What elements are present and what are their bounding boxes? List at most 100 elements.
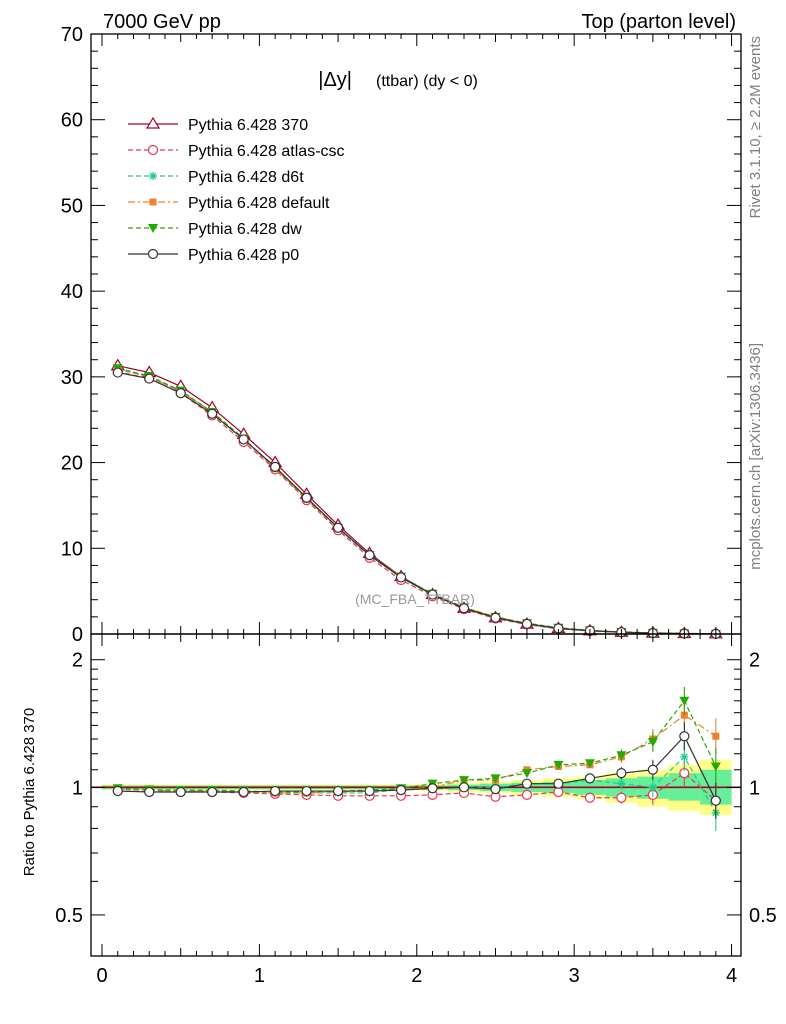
- data-point: [458, 603, 470, 614]
- legend-marker: [147, 144, 159, 156]
- data-point: [207, 408, 218, 419]
- header-left: 7000 GeV pp: [103, 11, 221, 33]
- ratio-point: [427, 783, 438, 794]
- data-point: [490, 612, 501, 623]
- ratio-point: [584, 792, 596, 803]
- ratio-point: [458, 782, 470, 793]
- y-tick-label: 30: [61, 367, 83, 389]
- data-point: [112, 367, 123, 378]
- x-tick-label: 4: [726, 965, 737, 987]
- plot-title-main: |Δy|: [318, 69, 352, 91]
- ratio-point: [521, 789, 533, 800]
- legend-marker: [149, 172, 157, 180]
- ratio-point: [207, 786, 218, 798]
- data-point: [238, 434, 249, 445]
- ratio-point: [710, 795, 721, 806]
- y-tick-label: 50: [61, 195, 83, 217]
- ratio-point: [238, 786, 249, 798]
- y-tick-label-right: 1: [749, 777, 760, 799]
- ratio-point: [616, 768, 627, 779]
- legend-marker: [149, 198, 157, 206]
- ratio-series-group: [112, 686, 721, 831]
- data-point: [364, 550, 375, 561]
- x-tick-label: 0: [96, 965, 107, 987]
- series-line-pythia-6-428-p0: [117, 371, 716, 635]
- ratio-point: [680, 752, 689, 761]
- legend-entry-pythia-6-428-p0: Pythia 6.428 p0: [128, 247, 299, 264]
- legend-entry-pythia-6-428-370: Pythia 6.428 370: [128, 116, 308, 134]
- ratio-point: [553, 786, 564, 798]
- rivet-label: Rivet 3.1.10, ≥ 2.2M events: [747, 36, 764, 219]
- ratio-point: [553, 760, 564, 770]
- ratio-point: [395, 785, 407, 796]
- data-point: [301, 492, 312, 503]
- ratio-point: [712, 732, 720, 740]
- ratio-point: [332, 785, 344, 797]
- ratio-point: [521, 769, 532, 779]
- y-tick-label: 1: [72, 777, 83, 799]
- ratio-point: [364, 785, 375, 797]
- ratio-point: [584, 773, 596, 784]
- legend-marker: [147, 248, 159, 260]
- y-tick-label: 10: [61, 538, 83, 560]
- y-tick-label-right: 0.5: [749, 905, 777, 927]
- main-axes: 0 10 20 30 40 50 60 70: [61, 24, 741, 646]
- legend-label: Pythia 6.428 p0: [188, 247, 299, 264]
- ratio-point: [617, 779, 626, 788]
- y-tick-label: 20: [61, 453, 83, 475]
- x-tick-label: 1: [254, 965, 265, 987]
- ratio-point: [584, 759, 595, 769]
- data-point: [270, 461, 281, 472]
- ratio-point: [680, 711, 688, 719]
- x-tick-label: 3: [569, 965, 580, 987]
- y-tick-label-right: 2: [749, 650, 760, 672]
- ratio-point: [144, 786, 155, 798]
- data-point: [332, 522, 344, 533]
- analysis-tag: (MC_FBA_TTBAR): [355, 591, 475, 607]
- ratio-ylabel: Ratio to Pythia 6.428 370: [21, 708, 38, 876]
- ratio-point: [301, 785, 312, 797]
- ratio-point: [616, 751, 627, 761]
- ratio-point: [647, 764, 658, 775]
- ratio-point: [679, 731, 690, 742]
- data-point: [427, 589, 438, 600]
- legend-entry-pythia-6-428-default: Pythia 6.428 default: [128, 195, 330, 212]
- ratio-series-pythia-6-428-p0: [112, 722, 721, 819]
- legend-entry-pythia-6-428-atlas-csc: Pythia 6.428 atlas-csc: [128, 143, 345, 160]
- ratio-line-pythia-6-428-p0: [117, 735, 717, 801]
- ratio-point: [112, 785, 123, 797]
- ratio-frame: [90, 633, 742, 957]
- legend-label: Pythia 6.428 dw: [188, 221, 302, 238]
- ratio-uncertainty-band: [91, 760, 741, 816]
- ratio-point: [521, 778, 533, 789]
- mcplots-label: mcplots.cern.ch [arXiv:1306.3436]: [747, 343, 764, 570]
- ratio-point: [270, 785, 281, 797]
- ratio-axes: 0 1 2 3 4 0.5 0.5 1 1 2 2: [55, 634, 777, 987]
- y-tick-label: 40: [61, 281, 83, 303]
- ratio-point: [710, 762, 721, 772]
- main-series-group: [110, 358, 723, 639]
- ratio-point: [679, 696, 690, 706]
- legend-label: Pythia 6.428 atlas-csc: [188, 143, 345, 160]
- ratio-point: [490, 784, 501, 795]
- ratio-point: [490, 774, 501, 784]
- main-panel: 0 10 20 30 40 50 60 70 |Δy| (ttbar) (dy < 0) (M…: [61, 24, 742, 646]
- legend-label: Pythia 6.428 370: [188, 117, 308, 134]
- legend: Pythia 6.428 370 Pythia 6.428 atlas-csc Py…: [128, 116, 345, 264]
- y-tick-label: 0.5: [55, 905, 83, 927]
- data-point: [144, 373, 155, 384]
- legend-label: Pythia 6.428 default: [188, 195, 330, 212]
- plot-title-sub: (ttbar) (dy < 0): [376, 73, 478, 90]
- legend-label: Pythia 6.428 d6t: [188, 169, 304, 186]
- ratio-point: [647, 737, 658, 747]
- ratio-point: [648, 783, 657, 792]
- ratio-point: [459, 776, 470, 786]
- y-tick-label: 70: [61, 24, 83, 46]
- ratio-point: [553, 778, 564, 789]
- legend-marker: [148, 224, 158, 233]
- y-tick-label: 0: [72, 624, 83, 646]
- data-point: [395, 572, 407, 583]
- ratio-point: [175, 786, 186, 798]
- data-point: [521, 618, 533, 629]
